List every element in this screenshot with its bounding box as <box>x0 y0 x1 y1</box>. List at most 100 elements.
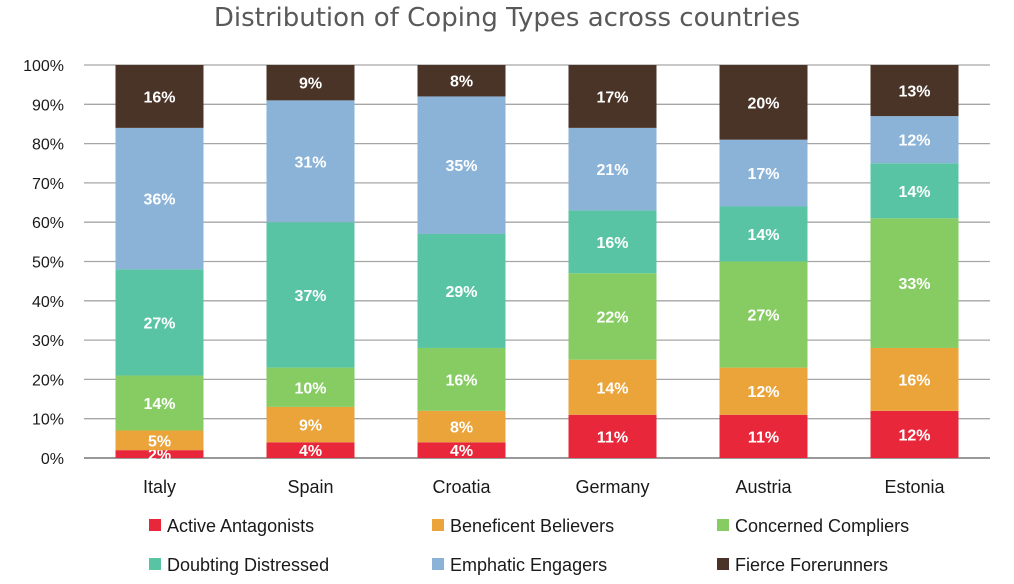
bar-segment <box>568 127 657 211</box>
x-category-label: Spain <box>287 477 333 497</box>
data-label: 10% <box>294 380 326 397</box>
bar-segment <box>719 65 808 140</box>
legend-swatch <box>149 519 161 531</box>
data-label: 29% <box>445 284 477 301</box>
chart-title: Distribution of Coping Types across coun… <box>214 3 800 33</box>
legend-label: Concerned Compliers <box>735 516 909 536</box>
bar-segment <box>870 347 959 411</box>
data-label: 12% <box>898 133 930 150</box>
bar-segment <box>870 410 959 458</box>
y-tick-label: 40% <box>32 294 64 311</box>
y-tick-label: 50% <box>32 255 64 272</box>
data-label: 12% <box>747 384 779 401</box>
data-label: 36% <box>143 192 175 209</box>
y-tick-label: 90% <box>32 97 64 114</box>
bar-segment <box>568 65 657 128</box>
y-tick-label: 70% <box>32 176 64 193</box>
bar-segment <box>266 100 355 223</box>
data-label: 14% <box>596 380 628 397</box>
y-tick-label: 60% <box>32 215 64 232</box>
legend-swatch <box>717 519 729 531</box>
data-label: 13% <box>898 84 930 101</box>
bar-segment <box>115 127 204 270</box>
data-label: 14% <box>747 227 779 244</box>
data-label: 33% <box>898 276 930 293</box>
data-label: 35% <box>445 158 477 175</box>
data-label: 21% <box>596 162 628 179</box>
legend-swatch <box>149 558 161 570</box>
data-label: 20% <box>747 95 779 112</box>
legend: Active Antagonists Beneficent Believers Co… <box>149 516 909 575</box>
y-tick-label: 10% <box>32 412 64 429</box>
x-category-label: Germany <box>575 477 649 497</box>
bar-segment <box>417 233 506 348</box>
legend-swatch <box>432 519 444 531</box>
bar-segment <box>417 65 506 97</box>
data-label: 27% <box>143 315 175 332</box>
data-label: 9% <box>299 418 322 435</box>
data-label: 11% <box>748 429 779 446</box>
bar-segment <box>266 65 355 101</box>
data-label: 22% <box>596 310 628 327</box>
bar-segment <box>870 163 959 219</box>
data-label: 5% <box>148 433 171 450</box>
data-label: 31% <box>294 154 326 171</box>
bar-segment <box>266 442 355 458</box>
x-category-label: Austria <box>735 477 792 497</box>
data-label: 4% <box>450 443 473 460</box>
legend-swatch <box>432 558 444 570</box>
data-label: 4% <box>299 443 322 460</box>
bar-segment <box>719 414 808 458</box>
bars: 2%5% 14% 27% 36% 16% 4% 9% 10% 37% 31% 9% 4% 8% 16% 29… <box>115 65 959 464</box>
bar-segment <box>417 96 506 234</box>
bar-segment <box>115 375 204 431</box>
x-category-label: Italy <box>143 477 176 497</box>
y-tick-label: 30% <box>32 333 64 350</box>
bar-segment <box>266 406 355 443</box>
x-category-label: Croatia <box>432 477 491 497</box>
y-axis-ticks: 0% 10% 20% 30% 40% 50% 60% 70% 80% 90% 100% <box>23 58 64 468</box>
y-tick-label: 80% <box>32 137 64 154</box>
legend-label: Fierce Forerunners <box>735 555 888 575</box>
data-label: 8% <box>450 420 473 437</box>
data-label: 12% <box>898 427 930 444</box>
bar-segment <box>417 442 506 458</box>
y-tick-label: 0% <box>41 451 64 468</box>
data-label: 11% <box>597 429 628 446</box>
legend-label: Beneficent Believers <box>450 516 614 536</box>
data-label: 16% <box>898 372 930 389</box>
data-label: 9% <box>299 76 322 93</box>
bar-segment <box>417 410 506 443</box>
bar-segment <box>568 273 657 360</box>
legend-label: Active Antagonists <box>167 516 314 536</box>
x-category-label: Estonia <box>884 477 945 497</box>
bar-segment <box>115 450 204 458</box>
data-label: 27% <box>747 308 779 325</box>
data-label: 14% <box>143 396 175 413</box>
data-label: 8% <box>450 74 473 91</box>
bar-segment <box>719 367 808 415</box>
legend-swatch <box>717 558 729 570</box>
bar-segment <box>568 210 657 274</box>
bar-segment <box>870 65 959 117</box>
y-tick-label: 100% <box>23 58 64 75</box>
legend-label: Doubting Distressed <box>167 555 329 575</box>
data-label: 14% <box>898 184 930 201</box>
y-tick-label: 20% <box>32 372 64 389</box>
bar-segment <box>115 65 204 128</box>
bar-segment <box>719 139 808 207</box>
bar-segment <box>719 261 808 368</box>
bar-segment <box>719 206 808 262</box>
data-label: 16% <box>143 89 175 106</box>
data-label: 2% <box>148 447 171 464</box>
data-label: 17% <box>596 89 628 106</box>
data-label: 17% <box>747 166 779 183</box>
bar-segment <box>266 222 355 368</box>
x-axis-categories: Italy Spain Croatia Germany Austria Estonia <box>143 477 946 497</box>
data-label: 37% <box>294 288 326 305</box>
data-label: 16% <box>445 372 477 389</box>
data-label: 16% <box>596 235 628 252</box>
bar-segment <box>870 218 959 348</box>
